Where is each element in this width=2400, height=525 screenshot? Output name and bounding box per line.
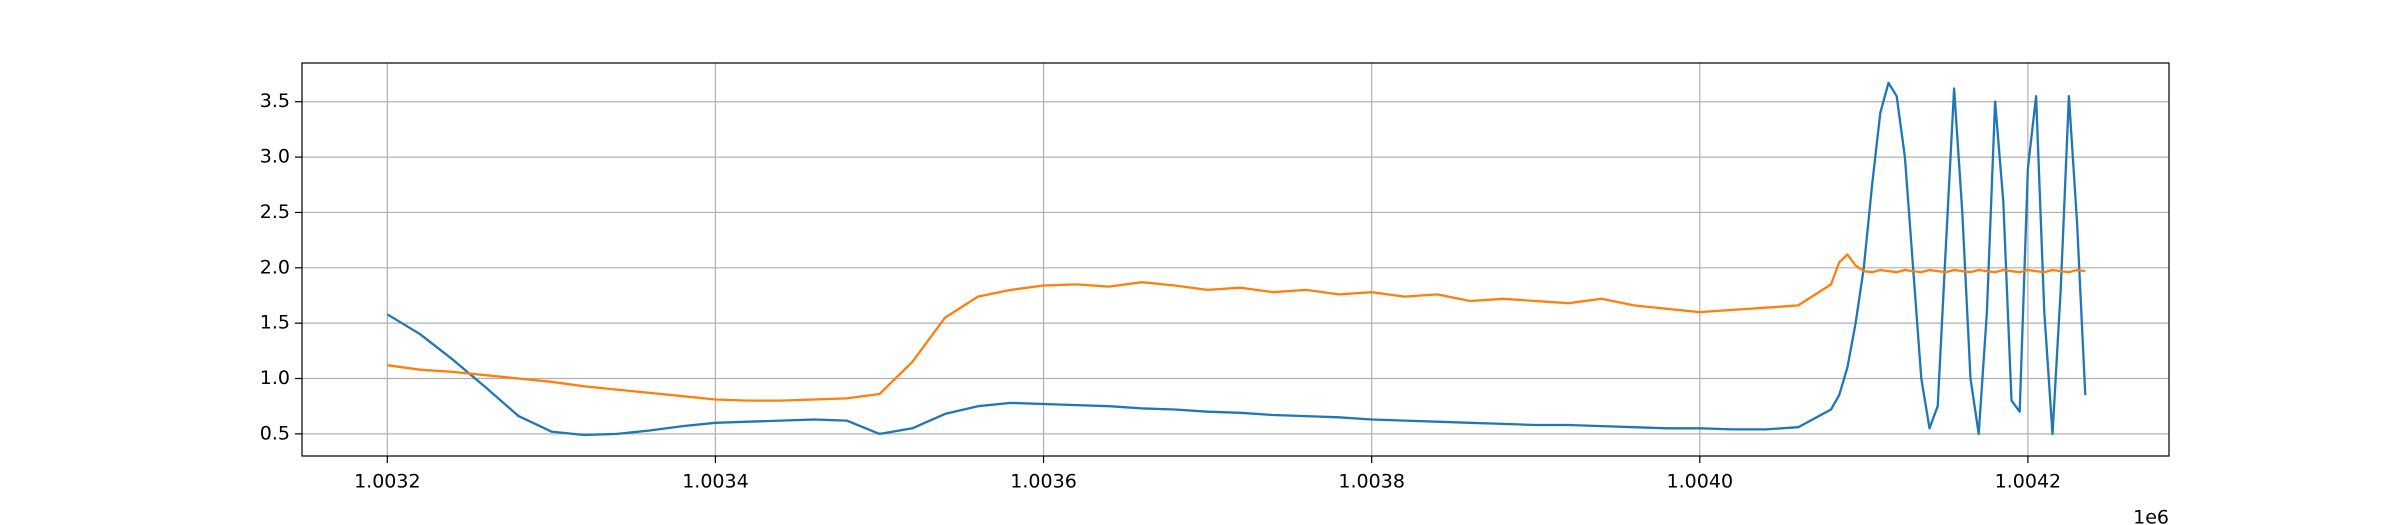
y-tick-label: 3.5 bbox=[260, 90, 290, 112]
plot-frame bbox=[301, 62, 2170, 457]
x-tick-label: 1.0032 bbox=[354, 471, 420, 493]
x-tick-label: 1.0036 bbox=[1010, 471, 1076, 493]
x-tick-label: 1.0038 bbox=[1338, 471, 1404, 493]
y-tick-label: 2.5 bbox=[260, 201, 290, 223]
x-tick-label: 1.0040 bbox=[1667, 471, 1733, 493]
x-tick-label: 1.0042 bbox=[1995, 471, 2061, 493]
y-tick-label: 1.0 bbox=[260, 367, 290, 389]
y-tick-label: 2.0 bbox=[260, 256, 290, 278]
y-tick-label: 3.0 bbox=[260, 146, 290, 168]
data-line bbox=[387, 253, 2086, 402]
x-tick-label: 1.0034 bbox=[682, 471, 748, 493]
x-offset-label: 1e6 bbox=[2133, 507, 2169, 525]
data-line bbox=[386, 81, 2087, 437]
y-tick-label: 1.5 bbox=[260, 312, 290, 334]
y-tick-label: 0.5 bbox=[260, 422, 290, 444]
